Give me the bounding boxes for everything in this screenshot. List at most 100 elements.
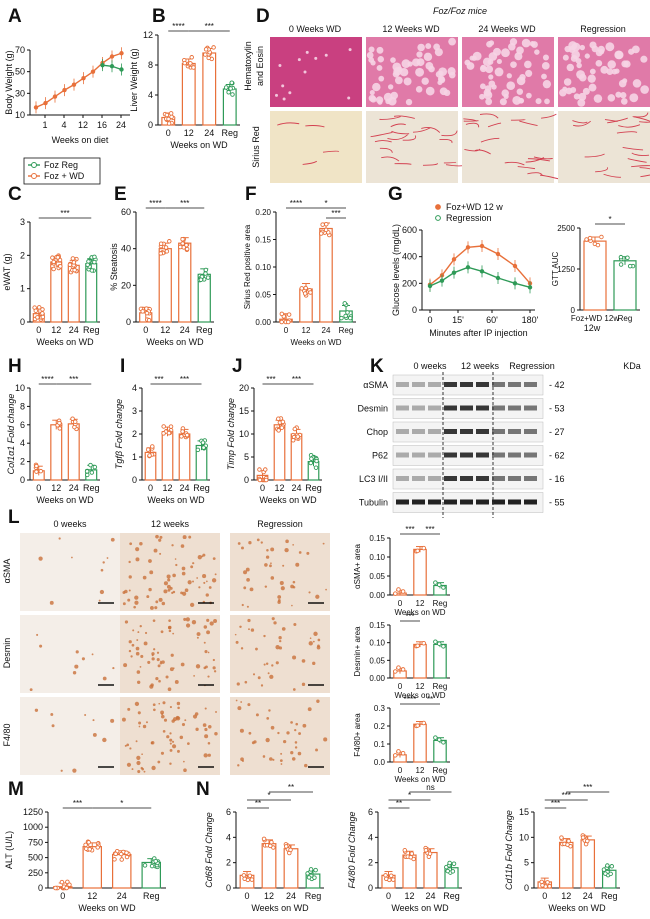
blot-band	[444, 429, 457, 434]
he-vacuole	[589, 68, 596, 75]
blot-band	[412, 405, 425, 411]
data-point	[242, 876, 247, 882]
ihc-stain	[160, 630, 164, 634]
ihc-stain	[136, 755, 141, 760]
bar	[273, 424, 286, 481]
x-axis-label: Weeks on WD	[147, 495, 205, 505]
he-vacuole	[595, 59, 603, 67]
ihc-stain	[136, 670, 141, 674]
blot-band	[428, 452, 441, 458]
ihc-stain	[294, 741, 298, 744]
he-vacuole	[640, 55, 648, 63]
protein-label: LC3 I/II	[359, 474, 388, 484]
panel-letter-f: F	[245, 184, 257, 205]
data-point	[290, 437, 296, 443]
blot-band	[428, 382, 441, 387]
data-point	[188, 61, 193, 66]
x-axis-label: Weeks on WD	[395, 608, 446, 617]
ihc-stain	[160, 714, 165, 719]
ihc-stain	[253, 740, 257, 744]
ihc-stain	[146, 595, 150, 599]
chart-l2: 0.00 0.05 0.10 0.15 0 12 Reg *** Weeks on WD Desm…	[353, 612, 450, 700]
data-point	[166, 121, 172, 126]
column-label: 12 weeks	[151, 519, 190, 529]
sig-label: ****	[149, 199, 161, 208]
ihc-stain	[277, 731, 280, 735]
he-vacuole	[632, 79, 642, 88]
chart-f: 0.000.050.100.150.200 12 24 Reg**** ****Week…	[243, 199, 356, 347]
x-tick-label: 1	[42, 120, 47, 130]
data-point	[36, 305, 42, 310]
ihc-stain	[72, 671, 77, 675]
sig-label: ***	[405, 612, 414, 621]
ihc-stain	[38, 556, 43, 561]
x-tick-label: 180'	[522, 315, 539, 325]
legend-label: Foz + WD	[44, 171, 85, 181]
he-vacuole	[629, 93, 639, 103]
y-axis-label: Body Weight (g)	[4, 50, 14, 114]
x-axis-label: Weeks on WD	[170, 140, 228, 150]
ihc-stain	[252, 673, 256, 676]
data-point	[625, 255, 630, 260]
sig-label: **	[288, 783, 294, 792]
data-point	[433, 639, 438, 644]
ihc-stain	[112, 666, 115, 670]
he-vacuole	[464, 59, 471, 66]
he-vacuole	[348, 48, 352, 52]
data-point	[540, 883, 545, 888]
blot-band	[476, 382, 489, 387]
he-vacuole	[578, 73, 587, 82]
y-tick-label: 0.15	[369, 534, 385, 543]
he-vacuole	[618, 79, 627, 88]
ihc-stain	[281, 627, 286, 631]
collagen-fiber	[480, 137, 500, 143]
x-axis-label: Weeks on WD	[78, 903, 136, 913]
data-point	[396, 665, 401, 670]
ihc-stain	[168, 625, 172, 630]
ihc-stain	[195, 664, 201, 669]
ihc-stain	[183, 768, 187, 773]
x-tick-label: Reg	[618, 314, 633, 323]
x-tick-label: 0	[166, 128, 171, 138]
ihc-stain	[128, 649, 132, 653]
collagen-fiber	[616, 131, 638, 134]
blot-band	[428, 405, 441, 411]
y-tick-label: 2	[226, 858, 231, 868]
ihc-stain	[264, 585, 268, 588]
blot-band	[508, 382, 521, 387]
ihc-stain	[126, 762, 132, 767]
data-point	[228, 86, 233, 91]
ihc-stain	[263, 663, 266, 666]
x-tick-label: 0	[36, 325, 41, 335]
sig-label: ****	[41, 375, 53, 384]
ihc-stain	[140, 766, 143, 770]
ihc-stain	[169, 748, 173, 752]
x-axis-label: Weeks on WD	[36, 337, 94, 347]
ihc-stain	[279, 581, 284, 586]
bar	[50, 424, 63, 481]
ihc-stain	[235, 640, 239, 644]
x-tick-label: 0	[398, 599, 403, 608]
he-vacuole	[582, 87, 590, 95]
he-vacuole	[607, 94, 616, 102]
data-point	[308, 290, 313, 295]
ihc-stain	[278, 646, 283, 650]
ihc-stain	[277, 599, 281, 602]
ihc-stain	[155, 600, 159, 604]
ihc-stain	[246, 605, 249, 608]
blot-band	[524, 476, 537, 481]
column-label: 0 Weeks WD	[289, 24, 342, 34]
x-tick-label: 0	[260, 483, 265, 493]
he-vacuole	[394, 76, 403, 85]
blot-band	[460, 382, 473, 387]
ihc-stain	[202, 553, 206, 557]
x-tick-label: 12	[78, 120, 88, 130]
x-tick-label: 24	[425, 891, 435, 901]
x-tick-label: 24	[69, 483, 79, 493]
blot-band	[412, 499, 425, 505]
y-axis-label: ALT (U/L)	[4, 831, 14, 869]
x-tick-label: 12	[302, 326, 311, 335]
sig-label: ***	[266, 375, 275, 384]
data-point	[167, 239, 172, 244]
